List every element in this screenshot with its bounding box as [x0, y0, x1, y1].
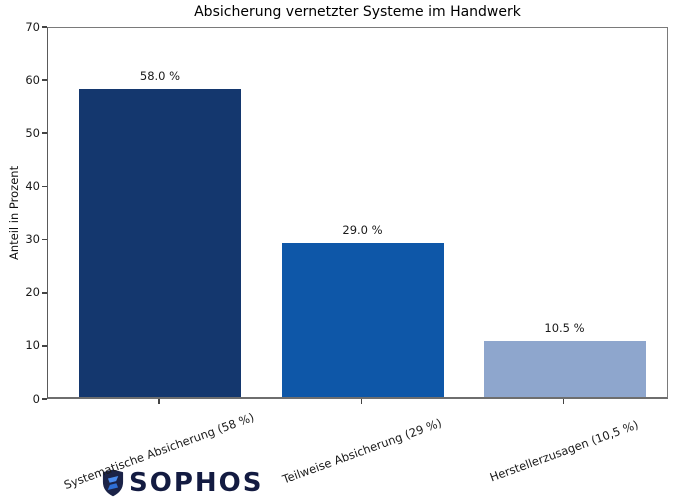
sophos-logo: SOPHOS — [101, 469, 263, 497]
y-tick-label: 60 — [25, 72, 40, 87]
y-tick-label: 0 — [32, 391, 40, 406]
y-tick-label: 40 — [25, 178, 40, 193]
plot-area: 58.0 % 29.0 % 10.5 % — [47, 27, 668, 399]
sophos-shield-icon — [102, 469, 124, 497]
bar-value-label: 29.0 % — [342, 222, 383, 237]
y-tick-label: 10 — [25, 338, 40, 353]
y-tick-mark — [42, 398, 47, 400]
y-tick-label: 30 — [25, 232, 40, 247]
y-tick-mark — [42, 79, 47, 81]
y-tick-mark — [42, 345, 47, 347]
y-tick-mark — [42, 238, 47, 241]
y-tick-label: 50 — [25, 125, 40, 140]
bar-value-label: 58.0 % — [139, 68, 181, 83]
x-tick-mark — [562, 399, 565, 404]
bar-value-label: 10.5 % — [544, 321, 585, 336]
sophos-wordmark: SOPHOS — [129, 468, 264, 498]
x-tick-mark — [360, 399, 363, 404]
x-tick-label: Herstellerzusagen (10,5 %) — [487, 417, 640, 485]
bar — [483, 341, 646, 397]
x-tick-label: Teilweise Absicherung (29 %) — [279, 415, 444, 487]
y-tick-mark — [42, 185, 47, 188]
bar — [281, 242, 444, 397]
y-tick-label: 70 — [25, 19, 40, 34]
y-tick-mark — [42, 132, 47, 135]
y-tick-label: 20 — [25, 285, 40, 300]
y-tick-mark — [42, 291, 47, 294]
y-tick-mark — [42, 26, 47, 28]
chart-title: Absicherung vernetzter Systeme im Handwe… — [194, 4, 521, 20]
x-tick-mark — [158, 399, 160, 404]
bar — [79, 88, 241, 397]
